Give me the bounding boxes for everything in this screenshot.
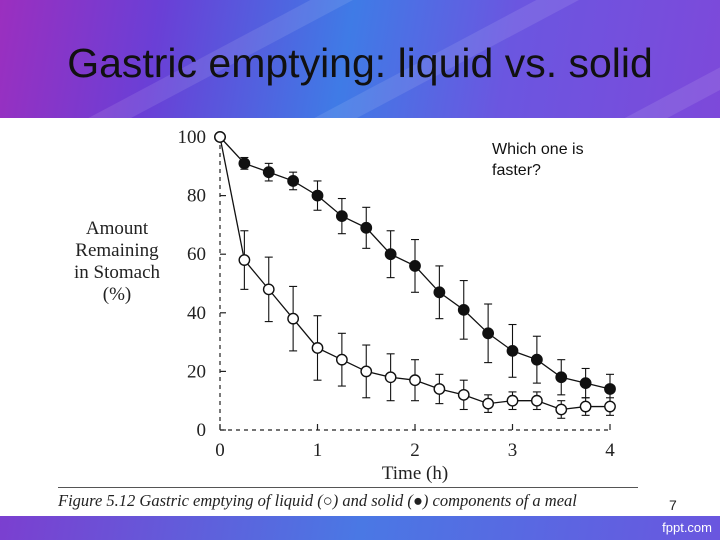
y-tick-label: 40	[187, 303, 206, 324]
solid-data-point	[579, 377, 592, 390]
solid-data-point	[287, 175, 300, 187]
liquid-data-point	[384, 371, 397, 384]
y-axis-title: Amount Remaining in Stomach (%)	[62, 218, 172, 306]
solid-data-point	[335, 210, 348, 223]
x-axis-title: Time (h)	[382, 463, 448, 484]
solid-data-point	[384, 248, 397, 261]
solid-data-point	[482, 327, 495, 340]
filled-circle-icon: ●	[412, 491, 423, 510]
solid-data-point	[262, 166, 275, 179]
y-tick-label: 60	[187, 244, 206, 265]
x-tick-label: 3	[508, 440, 518, 461]
liquid-data-point	[409, 374, 421, 387]
liquid-data-point	[530, 394, 543, 407]
solid-data-point	[604, 383, 616, 395]
caption-text: Gastric emptying of liquid (	[139, 491, 323, 510]
page-number: 7	[669, 497, 677, 513]
x-tick-label: 1	[313, 440, 323, 461]
liquid-data-point	[287, 312, 300, 325]
liquid-data-point	[604, 400, 616, 413]
figure-caption: Figure 5.12 Gastric emptying of liquid (…	[58, 487, 638, 511]
liquid-data-point	[579, 400, 592, 413]
solid-data-point	[530, 353, 543, 366]
y-tick-label: 100	[178, 127, 207, 148]
y-tick-label: 20	[187, 361, 206, 382]
solid-data-point	[311, 189, 324, 202]
liquid-data-point	[506, 394, 519, 407]
caption-label: Figure 5.12	[58, 491, 136, 510]
liquid-data-point	[238, 254, 251, 266]
liquid-data-point	[311, 342, 324, 354]
y-tick-label: 0	[197, 420, 207, 441]
solid-data-point	[360, 221, 373, 234]
slide-title: Gastric emptying: liquid vs. solid	[67, 40, 653, 86]
caption-text: ) components of a meal	[422, 491, 577, 510]
liquid-data-point	[457, 388, 470, 401]
solid-data-point	[457, 303, 470, 316]
brand-label: fppt.com	[662, 520, 712, 535]
solid-data-point	[506, 344, 519, 357]
caption-rule	[58, 487, 638, 488]
solid-data-point	[555, 371, 568, 384]
title-banner: Gastric emptying: liquid vs. solid	[0, 0, 720, 118]
liquid-data-point	[214, 131, 226, 143]
y-axis-title-line: (%)	[102, 284, 132, 305]
liquid-data-point	[335, 353, 348, 366]
y-axis-title-line: in Stomach	[73, 262, 161, 283]
footer-strip	[0, 516, 720, 540]
y-axis-title-line: Amount	[85, 218, 149, 239]
x-tick-label: 2	[410, 440, 420, 461]
x-tick-label: 0	[215, 440, 225, 461]
solid-data-point	[433, 286, 446, 299]
solid-data-point	[238, 157, 251, 170]
y-axis-title-line: Remaining	[75, 240, 159, 261]
solid-data-point	[409, 260, 421, 272]
liquid-data-point	[262, 283, 275, 296]
liquid-data-point	[555, 403, 568, 416]
x-tick-label: 4	[605, 440, 615, 461]
open-circle-icon: ○	[322, 491, 333, 510]
liquid-data-point	[360, 365, 373, 378]
question-text: Which one is faster?	[492, 141, 584, 179]
liquid-data-point	[482, 397, 495, 410]
caption-text: ) and solid (	[332, 491, 413, 510]
liquid-data-point	[433, 383, 446, 395]
y-tick-label: 80	[187, 186, 206, 207]
